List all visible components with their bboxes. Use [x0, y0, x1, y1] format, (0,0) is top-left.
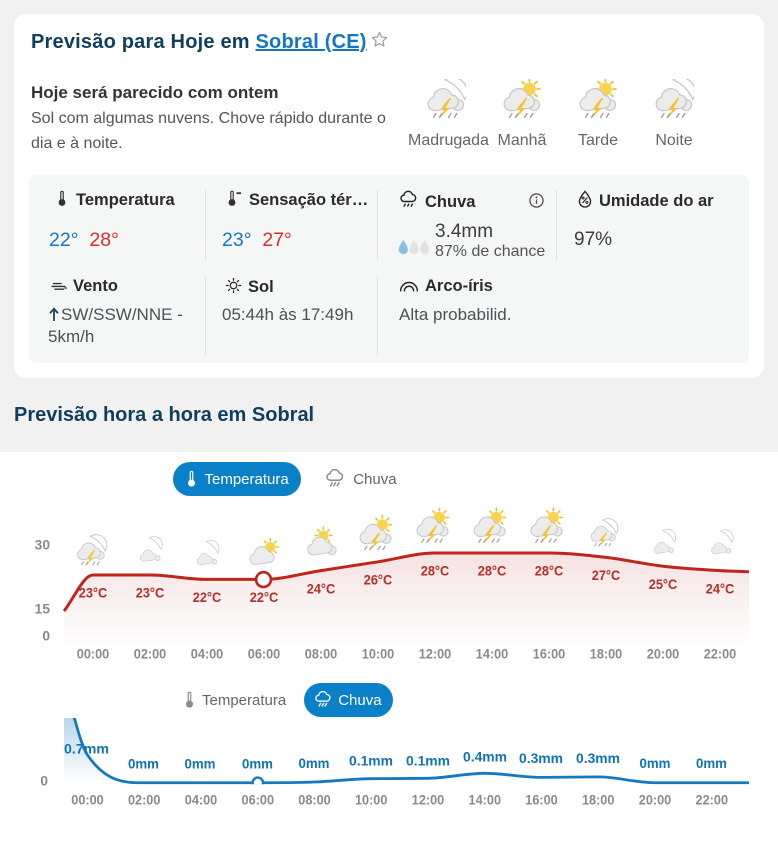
- svg-text:18:00: 18:00: [582, 793, 615, 808]
- svg-text:16:00: 16:00: [533, 647, 566, 662]
- svg-text:23°C: 23°C: [79, 586, 108, 601]
- svg-text:15: 15: [35, 602, 51, 617]
- svg-text:22°C: 22°C: [250, 590, 279, 605]
- svg-text:18:00: 18:00: [590, 647, 623, 662]
- svg-text:0.3mm: 0.3mm: [576, 751, 620, 766]
- svg-text:27°C: 27°C: [592, 568, 621, 583]
- svg-text:0: 0: [42, 628, 50, 643]
- svg-text:0mm: 0mm: [185, 756, 216, 771]
- svg-text:20:00: 20:00: [639, 793, 672, 808]
- svg-text:24°C: 24°C: [307, 581, 336, 596]
- svg-text:28°C: 28°C: [421, 564, 450, 579]
- svg-text:0mm: 0mm: [128, 756, 159, 771]
- svg-text:14:00: 14:00: [469, 793, 502, 808]
- svg-text:06:00: 06:00: [242, 793, 275, 808]
- svg-text:0: 0: [40, 774, 48, 789]
- svg-text:22°C: 22°C: [193, 590, 222, 605]
- svg-text:0mm: 0mm: [696, 756, 727, 771]
- svg-text:06:00: 06:00: [248, 647, 281, 662]
- svg-text:02:00: 02:00: [134, 647, 167, 662]
- svg-text:04:00: 04:00: [191, 647, 224, 662]
- svg-text:23°C: 23°C: [136, 586, 165, 601]
- svg-text:26°C: 26°C: [364, 573, 393, 588]
- svg-text:10:00: 10:00: [355, 793, 388, 808]
- svg-text:0mm: 0mm: [640, 756, 671, 771]
- svg-text:0.3mm: 0.3mm: [519, 751, 563, 766]
- svg-text:22:00: 22:00: [704, 647, 737, 662]
- svg-text:22:00: 22:00: [696, 793, 729, 808]
- svg-text:0.1mm: 0.1mm: [349, 754, 393, 769]
- svg-text:28°C: 28°C: [535, 564, 564, 579]
- svg-text:12:00: 12:00: [412, 793, 445, 808]
- svg-text:02:00: 02:00: [128, 793, 161, 808]
- svg-text:0mm: 0mm: [299, 756, 330, 771]
- svg-text:14:00: 14:00: [476, 647, 509, 662]
- svg-text:12:00: 12:00: [419, 647, 452, 662]
- svg-text:0.7mm: 0.7mm: [64, 742, 109, 757]
- svg-text:25°C: 25°C: [649, 577, 678, 592]
- svg-text:30: 30: [35, 538, 51, 553]
- svg-text:10:00: 10:00: [362, 647, 395, 662]
- svg-text:16:00: 16:00: [525, 793, 558, 808]
- svg-text:08:00: 08:00: [298, 793, 331, 808]
- svg-text:28°C: 28°C: [478, 564, 507, 579]
- svg-text:0.4mm: 0.4mm: [463, 750, 507, 765]
- svg-text:00:00: 00:00: [77, 647, 110, 662]
- svg-text:0mm: 0mm: [242, 756, 273, 771]
- svg-text:20:00: 20:00: [647, 647, 680, 662]
- svg-text:0.1mm: 0.1mm: [406, 754, 450, 769]
- svg-text:00:00: 00:00: [71, 793, 104, 808]
- svg-text:04:00: 04:00: [185, 793, 218, 808]
- svg-text:08:00: 08:00: [305, 647, 338, 662]
- svg-text:24°C: 24°C: [706, 581, 735, 596]
